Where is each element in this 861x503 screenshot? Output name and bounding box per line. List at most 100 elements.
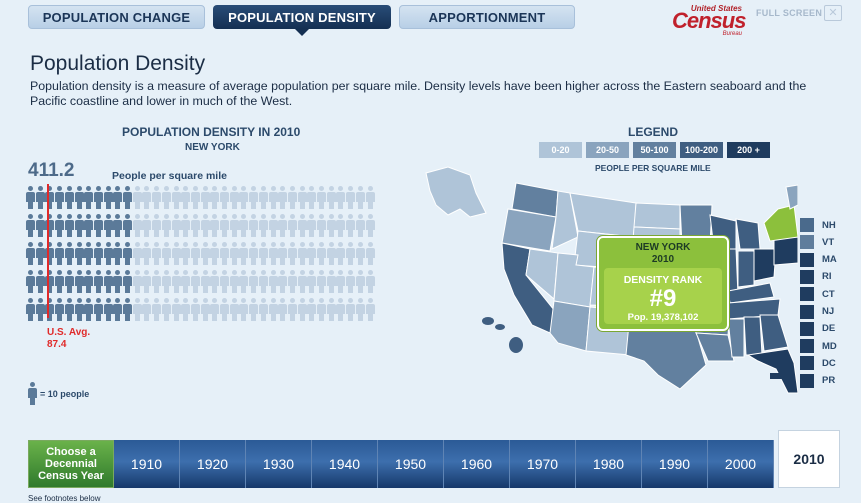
person-icon xyxy=(190,214,200,238)
page-description: Population density is a measure of avera… xyxy=(30,79,807,108)
person-icon xyxy=(123,298,132,322)
state-item-ri[interactable]: RI xyxy=(800,269,832,284)
state-item-dc[interactable]: DC xyxy=(800,356,836,371)
year-button-1910[interactable]: 1910 xyxy=(114,440,180,488)
person-icon xyxy=(297,242,307,266)
person-icon xyxy=(123,186,132,210)
state-swatch xyxy=(800,235,814,250)
person-icon xyxy=(93,186,103,210)
person-icon xyxy=(190,186,200,210)
person-icon xyxy=(297,214,307,238)
state-item-vt[interactable]: VT xyxy=(800,235,835,250)
state-kentucky[interactable] xyxy=(727,282,775,304)
state-swatch xyxy=(800,373,814,388)
state-item-ma[interactable]: MA xyxy=(800,252,837,267)
person-icon xyxy=(142,242,152,266)
state-idaho[interactable] xyxy=(551,190,579,250)
state-item-md[interactable]: MD xyxy=(800,339,837,354)
state-north-dakota[interactable] xyxy=(633,202,681,230)
state-item-de[interactable]: DE xyxy=(800,321,835,336)
legend-range-0: 0-20 xyxy=(539,142,582,158)
person-icon xyxy=(64,186,74,210)
legend-range-4: 200 + xyxy=(727,142,770,158)
person-icon xyxy=(210,298,220,322)
year-button-1970[interactable]: 1970 xyxy=(510,440,576,488)
state-new-york[interactable] xyxy=(763,204,798,242)
person-icon xyxy=(336,186,346,210)
state-item-nj[interactable]: NJ xyxy=(800,304,834,319)
person-icon xyxy=(74,298,84,322)
state-louisiana[interactable] xyxy=(695,332,735,362)
footnote-link[interactable]: See footnotes below xyxy=(28,494,101,503)
full-screen-label[interactable]: FULL SCREEN xyxy=(756,8,823,18)
state-pennsylvania[interactable] xyxy=(773,236,798,266)
state-abbr: CT xyxy=(822,288,835,300)
us-average-line xyxy=(47,184,49,318)
person-icon xyxy=(161,186,171,210)
person-icon xyxy=(355,214,365,238)
tab-population-change[interactable]: POPULATION CHANGE xyxy=(28,5,205,29)
state-michigan[interactable] xyxy=(735,218,761,250)
state-swatch xyxy=(800,218,814,232)
state-ohio[interactable] xyxy=(753,248,777,282)
year-timeline: Choose a Decennial Census Year 1910 1920 1… xyxy=(28,430,840,488)
person-icon xyxy=(326,298,336,322)
year-button-1960[interactable]: 1960 xyxy=(444,440,510,488)
logo-main-text: Census xyxy=(672,8,746,33)
person-icon xyxy=(113,270,123,294)
year-button-1990[interactable]: 1990 xyxy=(642,440,708,488)
person-icon xyxy=(64,242,74,266)
full-screen-icon[interactable]: ✕ xyxy=(824,5,842,21)
person-icon xyxy=(190,270,200,294)
person-icon xyxy=(278,242,288,266)
person-icon xyxy=(239,186,249,210)
legend-caption: PEOPLE PER SQUARE MILE xyxy=(595,163,711,173)
person-icon xyxy=(113,242,123,266)
state-item-pr[interactable]: PR xyxy=(800,373,835,388)
state-oregon[interactable] xyxy=(501,208,557,252)
tab-apportionment[interactable]: APPORTIONMENT xyxy=(399,5,575,29)
person-icon xyxy=(181,298,191,322)
year-button-1920[interactable]: 1920 xyxy=(180,440,246,488)
year-button-1940[interactable]: 1940 xyxy=(312,440,378,488)
state-swatch xyxy=(800,269,814,284)
person-icon xyxy=(229,186,239,210)
person-icon xyxy=(84,186,94,210)
person-icon xyxy=(307,270,317,294)
state-indiana[interactable] xyxy=(737,250,755,288)
person-icon xyxy=(346,186,356,210)
state-item-ct[interactable]: CT xyxy=(800,287,835,302)
state-montana[interactable] xyxy=(569,192,637,238)
year-button-2000[interactable]: 2000 xyxy=(708,440,774,488)
state-arizona[interactable] xyxy=(549,300,591,352)
state-abbr: VT xyxy=(822,236,835,248)
state-alaska[interactable] xyxy=(425,166,487,218)
state-hawaii[interactable] xyxy=(482,317,494,325)
person-icon xyxy=(171,214,181,238)
year-button-1980[interactable]: 1980 xyxy=(576,440,642,488)
person-icon xyxy=(258,270,268,294)
territory-puerto-rico[interactable] xyxy=(770,373,788,379)
census-logo: United States Census Bureau xyxy=(672,4,746,37)
person-icon xyxy=(161,242,171,266)
state-alabama[interactable] xyxy=(743,316,763,356)
state-maine[interactable] xyxy=(785,184,798,210)
person-key-icon xyxy=(28,382,37,406)
person-icon xyxy=(132,242,142,266)
person-icon xyxy=(55,270,65,294)
state-florida[interactable] xyxy=(746,348,798,394)
person-icon xyxy=(278,186,288,210)
year-button-1930[interactable]: 1930 xyxy=(246,440,312,488)
person-icon xyxy=(181,242,191,266)
callout-year: 2010 xyxy=(651,254,675,265)
state-georgia[interactable] xyxy=(759,314,789,352)
state-mississippi[interactable] xyxy=(727,318,745,358)
state-item-nh[interactable]: NH xyxy=(800,218,836,232)
person-icon xyxy=(249,298,259,322)
year-button-selected[interactable]: 2010 xyxy=(778,430,840,488)
tab-population-density[interactable]: POPULATION DENSITY xyxy=(213,5,391,36)
person-icon xyxy=(132,270,142,294)
year-button-1950[interactable]: 1950 xyxy=(378,440,444,488)
legend-range-2: 50-100 xyxy=(633,142,676,158)
person-icon xyxy=(142,298,152,322)
